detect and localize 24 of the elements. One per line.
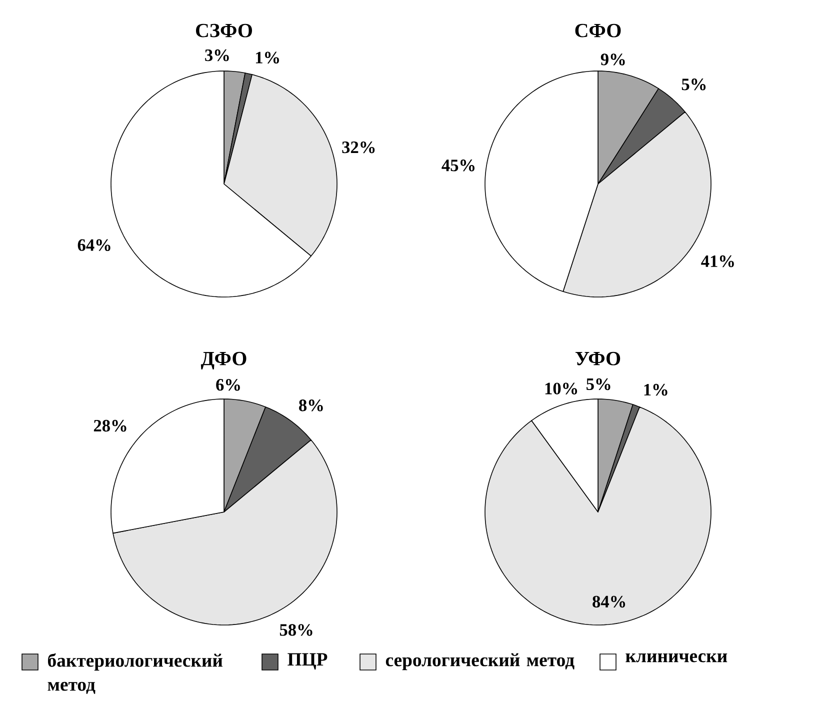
data-label: 28%: [94, 420, 126, 432]
data-label: 9%: [600, 54, 625, 66]
data-label: 1%: [644, 384, 668, 396]
data-label: 10%: [545, 382, 578, 394]
legend-label: ПЦР: [288, 653, 328, 670]
chart-title: СФО: [575, 24, 621, 38]
data-label: 5%: [682, 78, 706, 90]
data-label: 32%: [342, 141, 375, 154]
legend-label: серологический метод: [386, 653, 574, 670]
data-label: 58%: [280, 624, 312, 636]
data-label: 84%: [592, 596, 626, 608]
data-label: 45%: [442, 160, 474, 172]
legend-label: бактериологический метод: [48, 653, 222, 694]
chart-title: ДФО: [200, 352, 246, 370]
data-label: 1%: [256, 52, 279, 64]
data-label: 41%: [701, 255, 734, 268]
data-label: 8%: [299, 400, 323, 412]
legend-label: клинически: [626, 653, 728, 662]
data-label: 64%: [78, 239, 110, 251]
data-label: 6%: [216, 378, 240, 391]
data-label: 5%: [586, 378, 610, 390]
chart-title: СЗФО: [196, 24, 252, 38]
data-label: 3%: [205, 49, 229, 62]
chart-title: УФО: [575, 352, 620, 366]
